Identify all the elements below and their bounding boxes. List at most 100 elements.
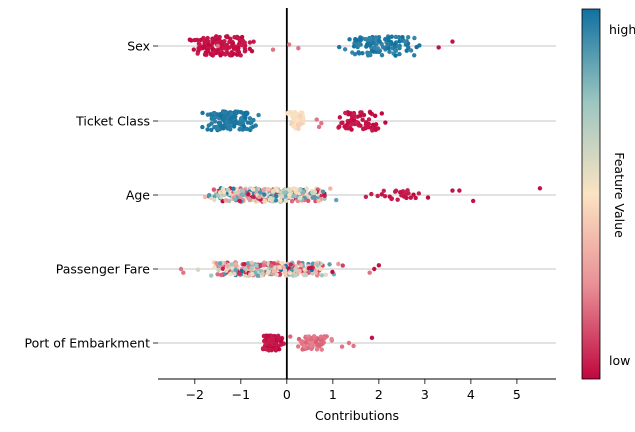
x-tick-label: −2 <box>186 387 204 402</box>
data-point <box>402 39 408 44</box>
data-point <box>202 52 208 57</box>
data-point <box>376 49 382 55</box>
data-point <box>178 266 184 272</box>
data-point <box>357 37 363 43</box>
data-point <box>230 41 236 46</box>
data-point <box>195 37 200 43</box>
data-point <box>237 271 242 276</box>
data-point <box>379 111 385 116</box>
data-point <box>293 268 299 273</box>
data-point <box>381 188 386 193</box>
data-point <box>196 45 201 51</box>
data-point <box>202 194 208 200</box>
colorbar-low-label: low <box>609 353 630 368</box>
data-point <box>293 273 298 278</box>
data-point <box>340 120 345 125</box>
data-point <box>450 39 455 44</box>
data-point <box>279 194 285 199</box>
data-point <box>330 269 335 275</box>
data-point <box>231 124 237 129</box>
data-point <box>251 39 256 44</box>
data-point <box>235 120 240 126</box>
x-tick-label: −1 <box>232 387 250 402</box>
data-point <box>361 112 367 118</box>
data-point <box>214 260 219 266</box>
data-point <box>405 35 411 40</box>
data-point <box>309 346 314 351</box>
data-point <box>366 117 372 122</box>
data-point <box>217 120 223 126</box>
data-point <box>316 124 322 130</box>
data-point <box>226 187 231 193</box>
data-point <box>371 49 376 54</box>
data-point <box>337 124 342 129</box>
data-point <box>229 111 234 117</box>
data-point <box>316 198 321 204</box>
colorbar-title: Feature Value <box>612 152 627 238</box>
data-point <box>328 186 333 191</box>
data-point <box>296 344 301 349</box>
data-point <box>261 263 267 268</box>
data-point <box>297 268 302 274</box>
data-point <box>246 191 251 197</box>
data-point <box>310 190 315 195</box>
data-point <box>300 347 305 352</box>
data-point <box>238 53 243 58</box>
data-point <box>249 260 254 265</box>
data-point <box>369 335 375 341</box>
data-point <box>205 35 210 41</box>
data-point <box>214 126 219 131</box>
data-point <box>393 34 399 40</box>
data-point <box>288 262 294 267</box>
data-point <box>271 268 276 274</box>
data-point <box>408 48 414 53</box>
data-point <box>313 270 318 275</box>
data-point <box>299 121 304 126</box>
data-point <box>274 193 279 199</box>
data-point <box>379 53 385 58</box>
feature-label: Ticket Class <box>75 114 150 129</box>
x-tick-label: 2 <box>375 387 383 402</box>
data-point <box>349 122 354 127</box>
data-point <box>287 271 293 276</box>
data-point <box>286 42 292 47</box>
data-point <box>200 44 206 50</box>
data-point <box>310 195 315 200</box>
data-point <box>357 41 362 47</box>
data-point <box>358 113 363 118</box>
data-point <box>302 343 307 349</box>
data-point <box>360 117 365 122</box>
data-point <box>254 263 260 268</box>
data-point <box>218 53 223 58</box>
data-point <box>309 265 314 270</box>
data-point <box>351 343 356 349</box>
data-point <box>263 341 269 346</box>
data-point <box>213 34 218 40</box>
data-point <box>250 124 256 129</box>
data-point <box>274 341 279 347</box>
data-point <box>247 197 253 203</box>
data-point <box>282 190 287 195</box>
data-point <box>283 198 289 203</box>
data-point <box>343 110 348 116</box>
data-point <box>303 272 309 278</box>
data-point <box>198 37 203 43</box>
data-point <box>337 115 343 120</box>
data-point <box>258 190 263 195</box>
data-point <box>265 270 270 276</box>
data-point <box>386 35 391 41</box>
data-point <box>251 194 257 200</box>
data-point <box>237 127 242 132</box>
data-point <box>342 47 348 52</box>
data-point <box>261 333 267 339</box>
data-point <box>470 198 476 204</box>
data-point <box>344 123 349 128</box>
data-point <box>232 196 237 202</box>
data-point <box>315 342 321 348</box>
data-point <box>187 37 193 42</box>
data-point <box>319 273 325 278</box>
data-point <box>268 263 274 268</box>
data-point <box>376 38 382 44</box>
data-point <box>361 126 367 131</box>
data-point <box>413 195 418 201</box>
